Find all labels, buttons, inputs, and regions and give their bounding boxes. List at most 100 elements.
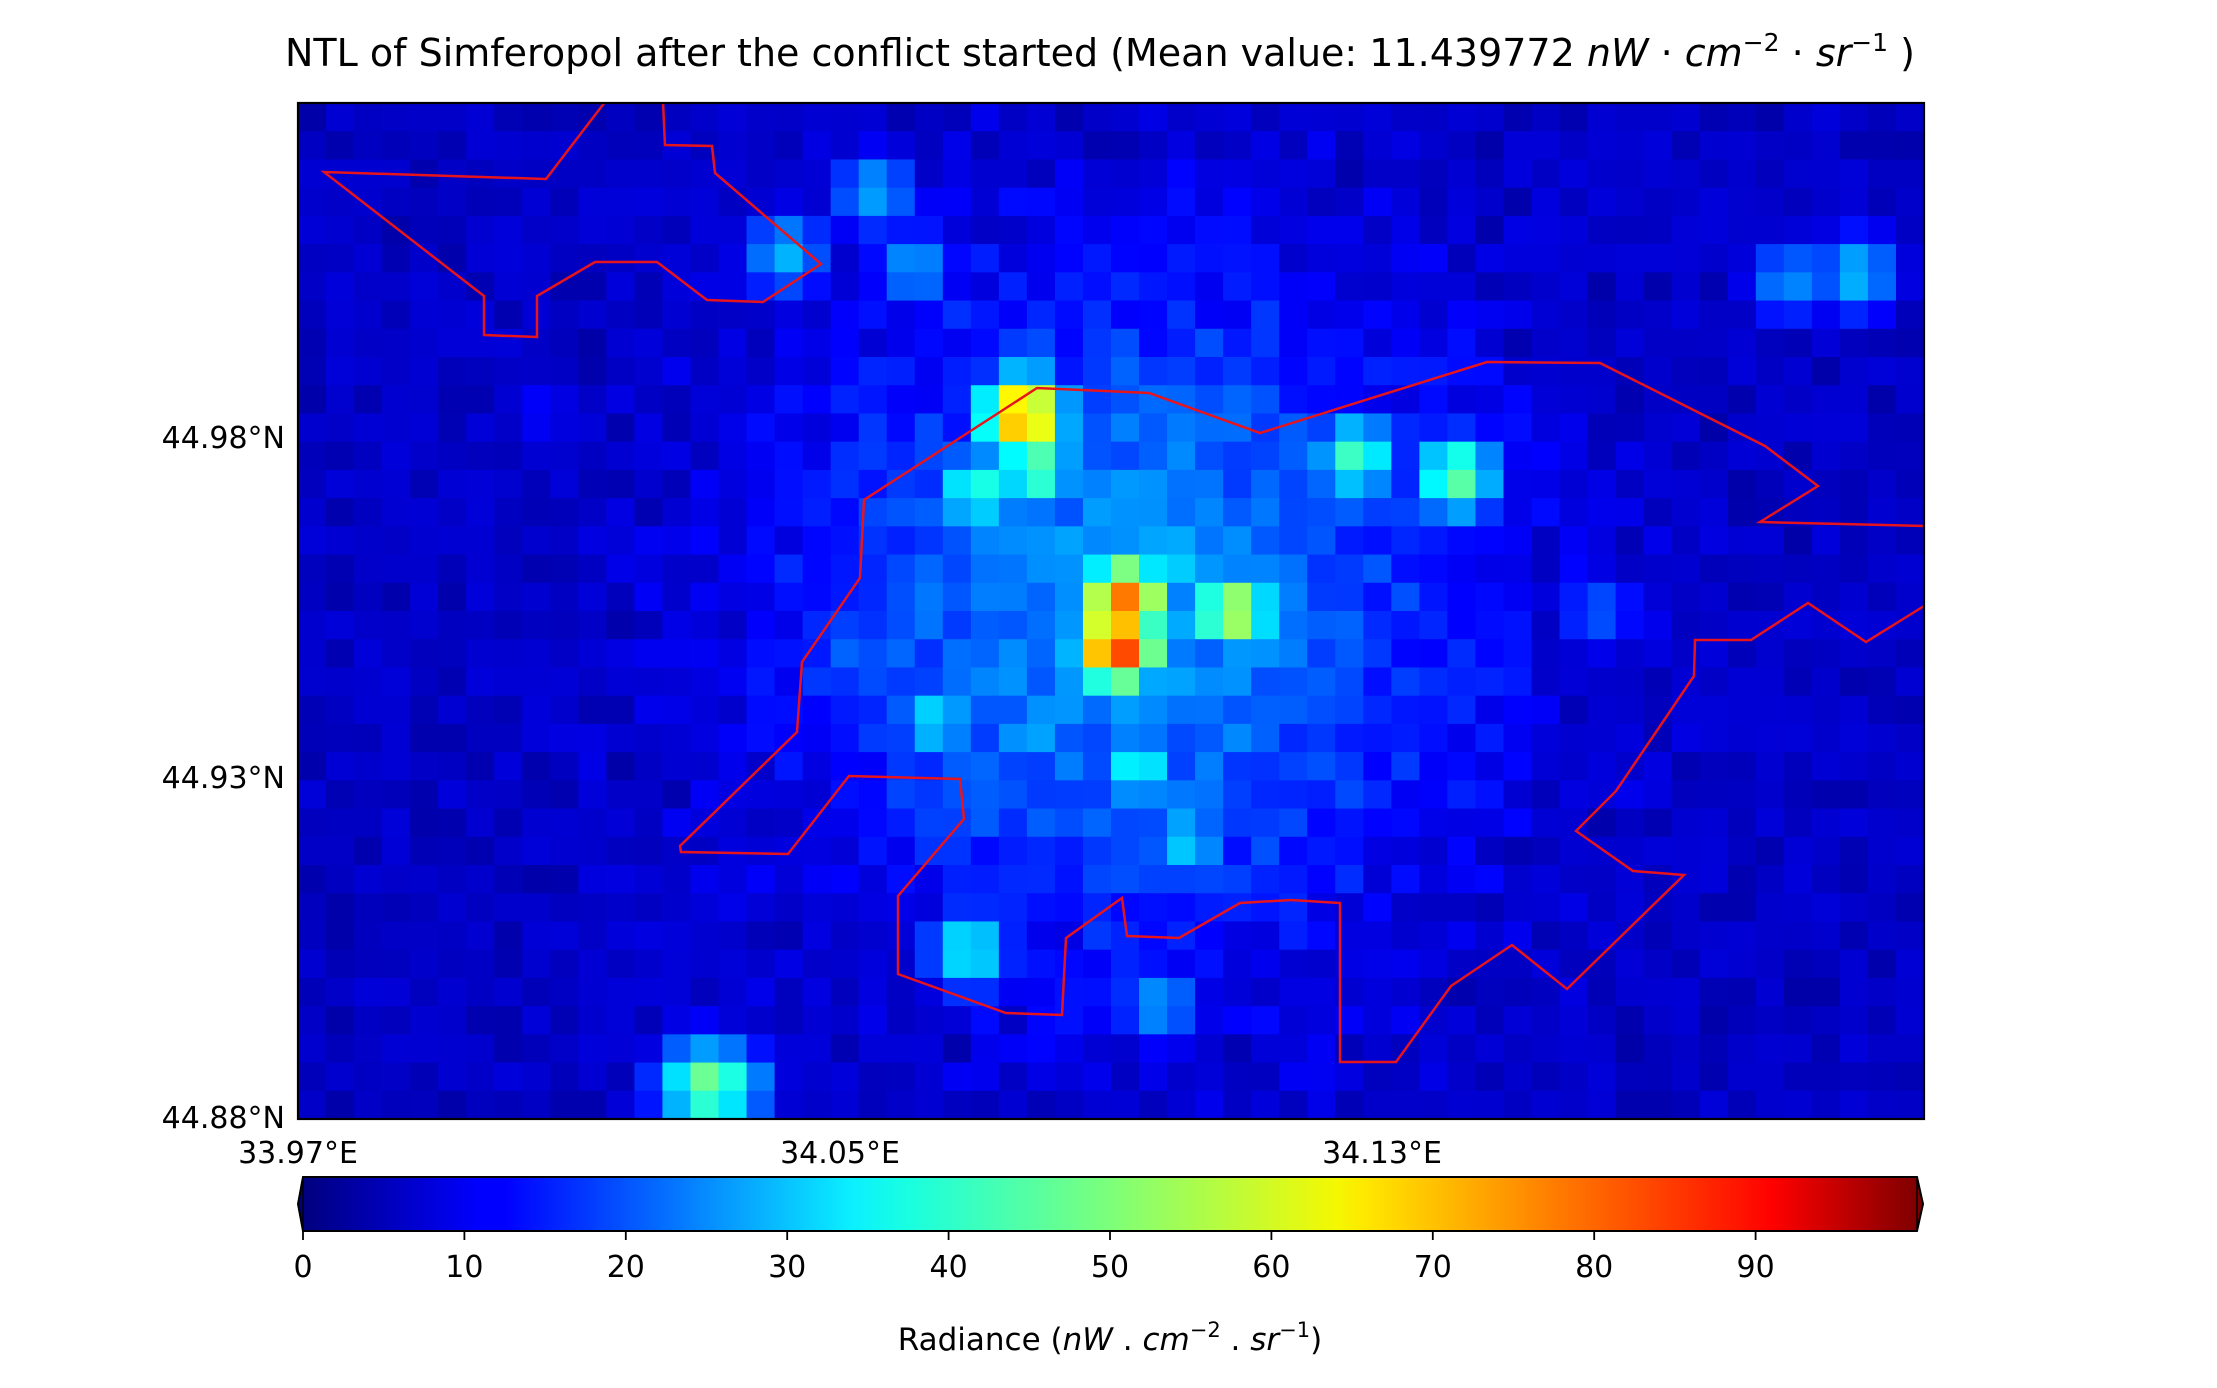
heatmap-cell — [298, 1062, 327, 1092]
heatmap-cell — [858, 357, 888, 386]
heatmap-cell — [1755, 949, 1785, 979]
heatmap-cell — [1111, 554, 1140, 584]
heatmap-cell — [1223, 159, 1252, 189]
heatmap-cell — [1419, 893, 1449, 923]
heatmap-cell — [886, 695, 916, 725]
heatmap-cell — [942, 131, 972, 161]
heatmap-cell — [298, 469, 327, 499]
heatmap-cell — [1419, 272, 1449, 302]
heatmap-cell — [1167, 1090, 1196, 1119]
heatmap-cell — [886, 921, 916, 951]
heatmap-cell — [1643, 498, 1673, 527]
heatmap-cell — [1335, 695, 1364, 725]
heatmap-cell — [914, 865, 944, 894]
heatmap-cell — [718, 357, 748, 386]
heatmap-cell — [1699, 272, 1729, 302]
heatmap-cell — [1082, 300, 1112, 330]
heatmap-cell — [522, 526, 551, 556]
heatmap-cell — [858, 1090, 888, 1119]
heatmap-cell — [662, 695, 692, 725]
heatmap-cell — [1587, 893, 1617, 923]
heatmap-cell — [1783, 469, 1813, 499]
heatmap-cell — [718, 554, 748, 584]
heatmap-cell — [1531, 328, 1561, 358]
heatmap-cell — [1279, 639, 1308, 669]
heatmap-cell — [382, 103, 411, 132]
heatmap-cell — [1419, 441, 1449, 471]
heatmap-cell — [1475, 893, 1505, 923]
heatmap-cell — [1755, 780, 1785, 810]
heatmap-cell — [1895, 582, 1924, 612]
heatmap-cell — [606, 639, 636, 669]
heatmap-cell — [1727, 611, 1757, 640]
heatmap-cell — [494, 752, 523, 781]
heatmap-cell — [494, 357, 523, 386]
heatmap-cell — [1559, 187, 1589, 217]
heatmap-cell — [1587, 639, 1617, 669]
heatmap-cell — [858, 413, 888, 443]
heatmap-cell — [1839, 357, 1869, 386]
heatmap-cell — [1475, 385, 1505, 415]
heatmap-cell — [746, 328, 776, 358]
heatmap-cell — [998, 977, 1028, 1007]
heatmap-cell — [354, 1006, 383, 1035]
heatmap-cell — [718, 893, 748, 923]
heatmap-cell — [1082, 526, 1112, 556]
heatmap-cell — [1587, 611, 1617, 640]
heatmap-cell — [410, 893, 439, 923]
heatmap-cell — [1531, 1006, 1561, 1035]
heatmap-cell — [774, 103, 804, 132]
heatmap-cell — [690, 1006, 720, 1035]
heatmap-cell — [718, 328, 748, 358]
heatmap-cell — [1615, 469, 1645, 499]
heatmap-cell — [1475, 695, 1505, 725]
heatmap-cell — [1082, 441, 1112, 471]
heatmap-cell — [1671, 328, 1701, 358]
heatmap-cell — [1727, 1090, 1757, 1119]
heatmap-cell — [1503, 836, 1533, 866]
lat-tick-label: 44.98°N — [162, 421, 285, 456]
heatmap-cell — [494, 103, 523, 132]
heatmap-cell — [1391, 1006, 1420, 1035]
heatmap-cell — [662, 582, 692, 612]
heatmap-cell — [1643, 921, 1673, 951]
heatmap-cell — [1223, 103, 1252, 132]
heatmap-cell — [298, 639, 327, 669]
heatmap-cell — [1503, 385, 1533, 415]
heatmap-cell — [1895, 159, 1924, 189]
heatmap-cell — [1475, 611, 1505, 640]
heatmap-cell — [1139, 1006, 1168, 1035]
heatmap-cell — [326, 639, 355, 669]
heatmap-cell — [1783, 526, 1813, 556]
heatmap-cell — [1111, 215, 1140, 245]
heatmap-cell — [1867, 103, 1897, 132]
heatmap-cell — [1026, 977, 1056, 1007]
heatmap-cell — [1699, 1062, 1729, 1092]
heatmap-cell — [914, 1034, 944, 1064]
heatmap-cell — [1587, 300, 1617, 330]
heatmap-cell — [746, 357, 776, 386]
heatmap-cell — [1223, 554, 1252, 584]
heatmap-cell — [634, 582, 664, 612]
heatmap-cell — [1082, 187, 1112, 217]
heatmap-cell — [578, 526, 607, 556]
heatmap-cell — [1054, 752, 1084, 781]
heatmap-cell — [1559, 159, 1589, 189]
heatmap-cell — [1111, 244, 1140, 273]
heatmap-cell — [494, 526, 523, 556]
heatmap-cell — [1251, 1090, 1280, 1119]
heatmap-cell — [494, 723, 523, 753]
heatmap-cell — [1559, 780, 1589, 810]
heatmap-cell — [802, 300, 832, 330]
heatmap-cell — [970, 244, 1000, 273]
heatmap-cell — [1251, 611, 1280, 640]
heatmap-cell — [1307, 667, 1336, 697]
heatmap-cell — [298, 949, 327, 979]
heatmap-cell — [1223, 667, 1252, 697]
heatmap-cell — [1279, 357, 1308, 386]
heatmap-cell — [746, 103, 776, 132]
heatmap-cell — [1082, 215, 1112, 245]
heatmap-cell — [1755, 1062, 1785, 1092]
heatmap-cell — [1082, 244, 1112, 273]
heatmap-cell — [1167, 977, 1196, 1007]
